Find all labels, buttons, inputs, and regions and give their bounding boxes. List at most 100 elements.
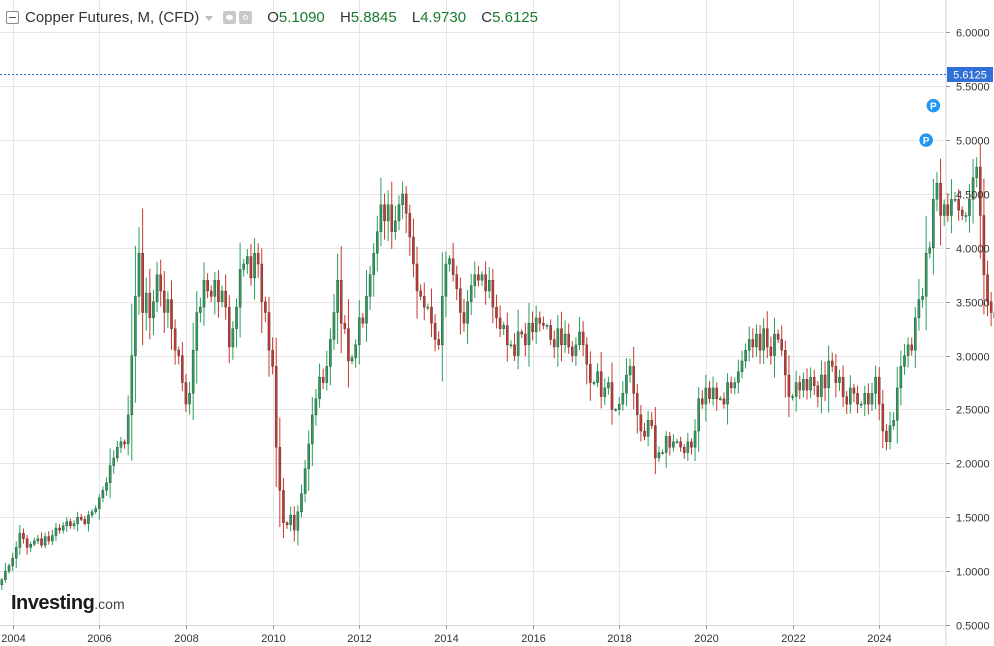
candle-body [246,256,249,265]
candle [256,243,260,278]
chevron-down-icon[interactable] [205,15,214,21]
candle [989,292,993,327]
event-marker[interactable]: P [917,131,935,149]
candle-body [72,523,76,527]
high-value: 5.8845 [350,8,397,26]
candle-body [365,296,368,324]
candle-body [545,325,549,327]
candle [762,318,765,364]
candle-body [415,263,419,292]
candle-body [744,350,747,362]
candle [744,343,747,369]
grid [0,0,946,626]
candle [58,524,61,535]
candle [946,193,950,222]
candle [422,282,426,321]
candle-body [935,182,939,200]
event-marker[interactable]: P [925,97,942,114]
candle-body [910,344,913,351]
candle [552,330,556,359]
gear-icon[interactable] [239,10,253,24]
low-value: 4.9730 [420,8,467,26]
event-marker-circle[interactable] [917,131,935,149]
candle [538,311,542,332]
candle-body [220,290,224,302]
candle-body [726,382,729,405]
candle-body [444,263,448,297]
candle [329,328,332,386]
investing-logo[interactable]: Investing.com [11,592,125,615]
candle [906,337,910,368]
candle [462,298,466,332]
candle [942,199,946,227]
candle [314,388,318,426]
candle [101,486,105,503]
eye-icon[interactable] [223,10,237,24]
candle [686,432,690,461]
candle-body [661,452,664,454]
collapse-icon[interactable] [6,10,19,24]
candle-body [54,527,58,536]
candle [170,280,173,350]
ohlc-values: O5.1090 H5.8845 L4.9730 C5.6125 [267,9,549,26]
candle [202,262,206,326]
candle [932,178,935,275]
x-tick-label: 2022 [781,633,805,645]
candle [614,408,617,412]
candle-body [527,323,531,346]
candle [235,298,238,348]
candle-body [289,514,292,525]
candle [560,311,563,362]
candle [589,351,592,401]
candle [693,419,697,461]
candle [177,346,181,365]
candle [700,390,704,409]
candle [181,341,184,392]
candle-body [643,430,646,437]
candle [246,249,249,274]
candle-body [397,204,401,222]
candle [195,291,199,384]
candle [599,352,603,409]
candle [715,382,719,411]
candle [437,331,440,350]
candle-body [253,253,256,279]
candle [22,528,25,544]
candle-body [271,350,274,367]
candle [578,317,581,351]
candle [636,383,639,434]
candle-body [578,331,581,346]
candle [130,303,134,461]
candle [90,509,94,518]
candle [383,193,386,240]
x-tick-label: 2016 [521,633,545,645]
candle-body [809,376,812,391]
candle-body [755,333,758,348]
candle [300,484,303,518]
candle-body [25,538,29,548]
candle [603,378,607,406]
candle [296,505,300,546]
candle-body [274,366,278,448]
candle [960,206,964,221]
candle-body [581,331,585,346]
candle [451,242,455,282]
event-marker-circle[interactable] [925,97,942,114]
candle-body [484,274,487,292]
candle-body [950,199,953,216]
candle [188,381,191,415]
candle [343,315,347,334]
candle-body [209,290,213,297]
candle [166,291,170,329]
candle-body [646,420,650,437]
y-tick-label: 4.0000 [956,244,990,256]
candle [227,295,231,364]
candle-body [769,346,773,356]
instrument-title[interactable]: Copper Futures, M, (CFD) [25,8,200,26]
candle [354,339,357,368]
candle [480,271,484,287]
candle [318,363,321,408]
candle [527,302,531,367]
candle-body [123,441,126,445]
candle-body [654,425,657,459]
